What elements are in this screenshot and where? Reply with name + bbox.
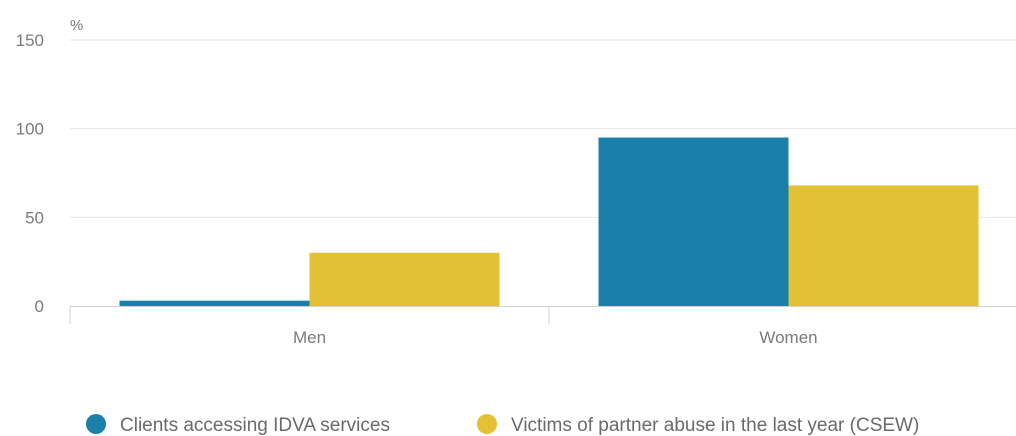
bar-men-series-1 (119, 300, 310, 306)
bars (119, 137, 979, 306)
legend-marker-series-1 (86, 414, 106, 434)
y-axis-tick-labels: 0 50 100 150 (16, 31, 44, 316)
y-axis-unit-label: % (70, 17, 83, 34)
legend: Clients accessing IDVA services Victims o… (86, 414, 919, 436)
x-axis (69, 306, 1016, 324)
x-category-label: Women (759, 328, 817, 347)
y-tick-label: 50 (25, 208, 44, 227)
bar-men-series-2 (309, 252, 500, 306)
legend-label-series-2: Victims of partner abuse in the last yea… (511, 415, 919, 436)
legend-marker-series-2 (477, 414, 497, 434)
x-axis-category-labels: Men Women (293, 328, 818, 347)
bar-women-series-1 (598, 137, 789, 306)
x-category-label: Men (293, 328, 326, 347)
legend-label-series-1: Clients accessing IDVA services (120, 415, 390, 436)
y-tick-label: 0 (35, 297, 44, 316)
bar-women-series-2 (788, 185, 979, 306)
y-tick-label: 150 (16, 31, 44, 50)
y-tick-label: 100 (16, 120, 44, 139)
